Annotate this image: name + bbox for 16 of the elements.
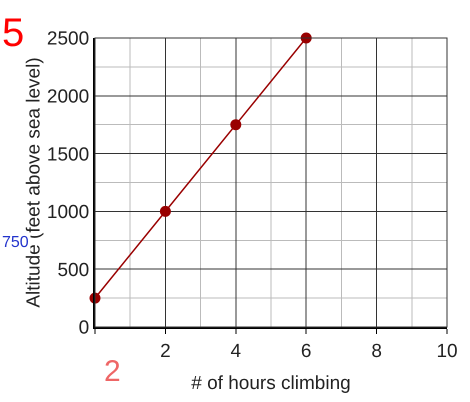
y-tick-label: 500 <box>57 260 90 281</box>
y-tick-label: 1000 <box>46 202 90 224</box>
y-tick-label: 1500 <box>46 144 90 166</box>
x-axis-title: # of hours climbing <box>191 373 351 394</box>
text: 750 <box>2 234 29 251</box>
text: 5 <box>2 11 24 55</box>
x-tick-label: 6 <box>300 340 312 362</box>
point <box>160 206 171 217</box>
x-tick-label: 10 <box>436 340 458 362</box>
y-tick-label: 2000 <box>46 86 90 108</box>
x-tick-label: 4 <box>230 340 242 362</box>
y-tick-label: 0 <box>78 318 90 339</box>
x-tick-label: 2 <box>160 340 171 362</box>
point <box>230 119 242 130</box>
x-tick-label: 8 <box>371 340 382 362</box>
y-tick-label: 2500 <box>46 28 90 50</box>
